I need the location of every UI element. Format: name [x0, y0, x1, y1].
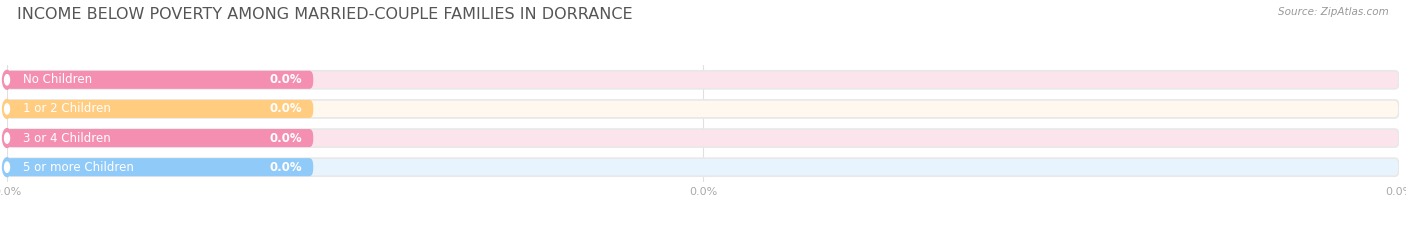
Circle shape [3, 129, 11, 147]
FancyBboxPatch shape [7, 129, 314, 147]
Text: 0.0%: 0.0% [270, 103, 302, 115]
Circle shape [3, 70, 11, 89]
Text: INCOME BELOW POVERTY AMONG MARRIED-COUPLE FAMILIES IN DORRANCE: INCOME BELOW POVERTY AMONG MARRIED-COUPL… [17, 7, 633, 22]
Text: 1 or 2 Children: 1 or 2 Children [22, 103, 111, 115]
FancyBboxPatch shape [7, 71, 1399, 89]
Text: 0.0%: 0.0% [270, 161, 302, 174]
Circle shape [3, 158, 11, 177]
FancyBboxPatch shape [7, 158, 1399, 176]
Circle shape [4, 75, 10, 85]
FancyBboxPatch shape [7, 100, 1399, 118]
Circle shape [4, 104, 10, 114]
Text: 5 or more Children: 5 or more Children [22, 161, 134, 174]
Circle shape [4, 162, 10, 172]
Text: Source: ZipAtlas.com: Source: ZipAtlas.com [1278, 7, 1389, 17]
Circle shape [3, 99, 11, 118]
FancyBboxPatch shape [7, 129, 1399, 147]
Text: 3 or 4 Children: 3 or 4 Children [22, 132, 111, 144]
Text: 0.0%: 0.0% [270, 73, 302, 86]
Circle shape [4, 133, 10, 143]
Text: No Children: No Children [22, 73, 91, 86]
FancyBboxPatch shape [7, 71, 314, 89]
FancyBboxPatch shape [7, 100, 314, 118]
FancyBboxPatch shape [7, 158, 314, 176]
Text: 0.0%: 0.0% [270, 132, 302, 144]
